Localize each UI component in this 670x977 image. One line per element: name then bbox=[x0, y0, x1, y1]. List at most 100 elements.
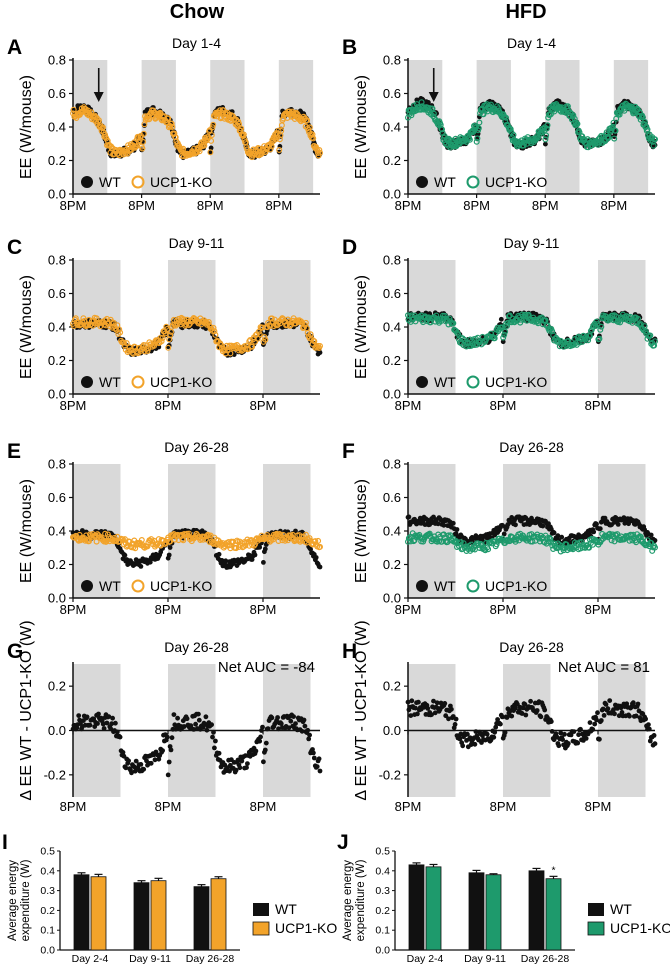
y-tick-label: 0.8 bbox=[48, 457, 66, 472]
data-point bbox=[405, 699, 411, 705]
data-point bbox=[260, 724, 265, 730]
panel-h: Day 26-28 H -0.2 0.0 0.2 8PM 8PM 8PM Δ EE WT - U… bbox=[342, 620, 658, 814]
panel-i: I 0.0 0.1 0.2 0.3 0.4 0.5 Average energy expendi… bbox=[2, 831, 337, 965]
y-axis-label: EE (W/mouse) bbox=[18, 275, 35, 379]
data-point bbox=[236, 120, 243, 127]
data-point bbox=[160, 748, 166, 753]
data-point bbox=[418, 99, 425, 106]
data-point bbox=[540, 523, 546, 529]
data-point bbox=[543, 141, 548, 147]
night-band bbox=[503, 464, 551, 598]
data-point bbox=[133, 758, 139, 764]
data-point bbox=[449, 706, 454, 712]
data-point bbox=[466, 136, 473, 143]
y-tick-label: 0.6 bbox=[383, 86, 401, 101]
data-point bbox=[311, 750, 316, 756]
y-tick-label: 0.5 bbox=[40, 846, 55, 858]
data-point bbox=[639, 114, 646, 121]
data-point bbox=[426, 100, 431, 105]
y-tick-label: 0.0 bbox=[383, 591, 401, 606]
data-point bbox=[406, 514, 412, 520]
data-point bbox=[139, 145, 146, 152]
data-point bbox=[95, 721, 100, 726]
data-point bbox=[164, 325, 171, 332]
legend-ko-label: UCP1-KO bbox=[485, 174, 547, 190]
data-point bbox=[80, 528, 85, 533]
data-point bbox=[598, 718, 604, 723]
legend-wt-label: WT bbox=[610, 901, 632, 917]
data-point bbox=[208, 132, 215, 139]
data-point bbox=[193, 721, 199, 727]
legend-ko-label: UCP1-KO bbox=[150, 174, 212, 190]
data-point bbox=[450, 320, 457, 327]
panel-label: D bbox=[342, 236, 357, 259]
data-point bbox=[542, 317, 549, 324]
y-axis-label-line2: expenditure (W) bbox=[355, 859, 367, 941]
data-point bbox=[503, 114, 510, 121]
data-point bbox=[207, 149, 214, 156]
data-point bbox=[565, 338, 572, 345]
panel-label: G bbox=[7, 640, 23, 663]
y-tick-label: 0.2 bbox=[383, 353, 401, 368]
data-point bbox=[293, 528, 298, 534]
legend-ko-label: UCP1-KO bbox=[610, 920, 670, 936]
data-point bbox=[165, 115, 172, 122]
column-title-chow: Chow bbox=[170, 1, 225, 23]
data-point bbox=[165, 772, 171, 778]
data-point bbox=[643, 716, 648, 722]
data-point bbox=[592, 721, 598, 727]
x-tick-label: Day 2-4 bbox=[407, 953, 444, 965]
data-point bbox=[504, 322, 511, 329]
bar bbox=[150, 880, 167, 951]
x-tick-label: 8PM bbox=[250, 398, 277, 413]
legend-wt-marker bbox=[81, 176, 93, 188]
data-point bbox=[211, 729, 216, 735]
data-point bbox=[491, 734, 497, 740]
data-point bbox=[181, 724, 187, 729]
data-point bbox=[492, 729, 498, 735]
data-point bbox=[583, 736, 589, 741]
data-point bbox=[646, 722, 651, 727]
data-point bbox=[235, 757, 241, 763]
data-point bbox=[166, 759, 172, 765]
data-point bbox=[504, 319, 511, 326]
x-tick-label: 8PM bbox=[585, 799, 612, 814]
bar bbox=[210, 878, 227, 951]
data-point bbox=[635, 701, 641, 707]
legend-ko-label: UCP1-KO bbox=[485, 578, 547, 594]
legend-ko-label: UCP1-KO bbox=[275, 920, 337, 936]
data-point bbox=[141, 766, 147, 772]
data-point bbox=[311, 338, 318, 345]
data-point bbox=[573, 121, 580, 128]
x-tick-label: 8PM bbox=[395, 198, 422, 213]
data-point bbox=[92, 724, 98, 729]
data-point bbox=[600, 706, 606, 712]
data-point bbox=[316, 756, 322, 762]
x-tick-label: Day 9-11 bbox=[464, 953, 506, 965]
bar bbox=[545, 878, 562, 951]
data-point bbox=[113, 720, 118, 726]
data-point bbox=[288, 718, 294, 724]
data-point bbox=[597, 526, 603, 532]
data-point bbox=[434, 700, 440, 706]
series-ucp1-ko bbox=[69, 530, 324, 552]
data-point bbox=[109, 721, 115, 727]
data-point bbox=[100, 721, 106, 727]
x-tick-label: 8PM bbox=[585, 602, 612, 617]
y-tick-label: 0.4 bbox=[375, 865, 390, 877]
data-point bbox=[513, 705, 518, 711]
data-point bbox=[147, 559, 153, 565]
data-point bbox=[594, 521, 599, 527]
data-point bbox=[308, 546, 313, 552]
x-tick-label: 8PM bbox=[60, 602, 87, 617]
bar bbox=[193, 886, 210, 951]
legend-wt-swatch bbox=[253, 903, 269, 916]
data-point bbox=[515, 701, 520, 707]
data-point bbox=[597, 326, 604, 333]
data-point bbox=[212, 745, 217, 751]
x-tick-label: 8PM bbox=[60, 398, 87, 413]
data-point bbox=[184, 716, 190, 722]
data-point bbox=[312, 538, 319, 545]
data-point bbox=[587, 720, 593, 725]
data-point bbox=[612, 127, 619, 134]
